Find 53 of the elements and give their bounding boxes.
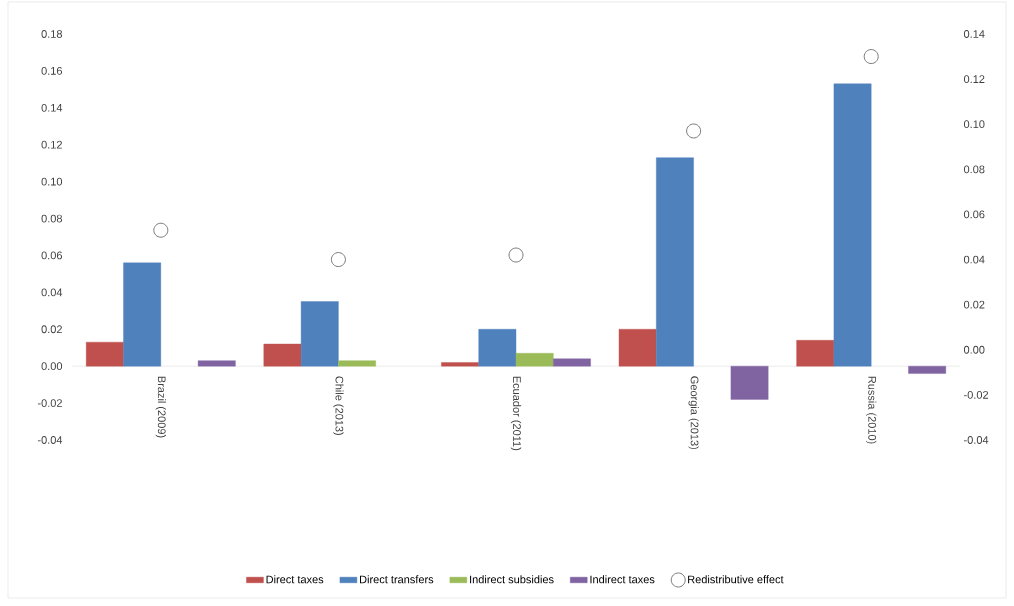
x-tick-label: Ecuador (2011) [510, 376, 522, 451]
bar [656, 157, 694, 367]
y2-tick-label: 0.02 [963, 300, 985, 309]
y-tick-label: -0.02 [37, 399, 62, 407]
x-tick-label: Georgia (2013) [688, 376, 699, 450]
bar [796, 340, 835, 367]
bar [197, 360, 236, 367]
y-tick-label: 0.00 [41, 362, 63, 371]
point [331, 252, 346, 267]
y2-tick-label: 0.10 [963, 120, 985, 129]
point [863, 49, 879, 64]
y2-tick-label: -0.02 [964, 390, 989, 399]
bar [618, 329, 657, 367]
y-tick-label: 0.14 [41, 103, 63, 112]
legend-label: Redistributive effect [688, 575, 784, 584]
bar [833, 83, 872, 367]
y-tick-label: 0.02 [41, 325, 62, 334]
y2-tick-label: -0.04 [964, 436, 989, 444]
y-tick-label: 0.08 [41, 214, 63, 223]
bar [300, 301, 339, 367]
y2-tick-label: 0.12 [963, 75, 985, 83]
bar [123, 262, 162, 367]
x-tick-label: Brazil (2009) [155, 376, 166, 438]
bar [441, 362, 479, 367]
bar [553, 358, 591, 367]
y-tick-label: 0.06 [41, 251, 63, 260]
legend-label: Direct taxes [266, 575, 324, 584]
y2-tick-label: 0.14 [963, 30, 985, 38]
bar [515, 353, 554, 367]
x-tick-label: Russia (2010) [866, 376, 877, 444]
point [153, 222, 169, 238]
y-tick-label: 0.04 [41, 288, 63, 297]
y2-tick-label: 0.08 [963, 165, 985, 174]
y-tick-label: 0.10 [41, 177, 63, 186]
x-tick-label: Chile (2013) [333, 376, 344, 436]
y-tick-label: -0.04 [37, 436, 63, 444]
bar [263, 343, 302, 367]
bar [730, 365, 769, 400]
y-tick-label: 0.18 [41, 30, 63, 38]
point [686, 123, 702, 139]
bar [338, 360, 376, 367]
y2-tick-label: 0.04 [963, 255, 985, 264]
point [508, 247, 524, 263]
y-tick-label: 0.16 [41, 66, 63, 75]
legend-label: Indirect taxes [590, 575, 655, 584]
bar [86, 341, 124, 367]
legend-label: Indirect subsidies [470, 575, 554, 584]
bar [478, 329, 517, 367]
y2-tick-label: 0.06 [963, 210, 985, 219]
legend-label: Direct transfers [360, 575, 434, 584]
y-tick-label: 0.12 [41, 140, 62, 149]
y2-tick-label: 0.00 [963, 345, 985, 354]
bar [908, 365, 947, 374]
